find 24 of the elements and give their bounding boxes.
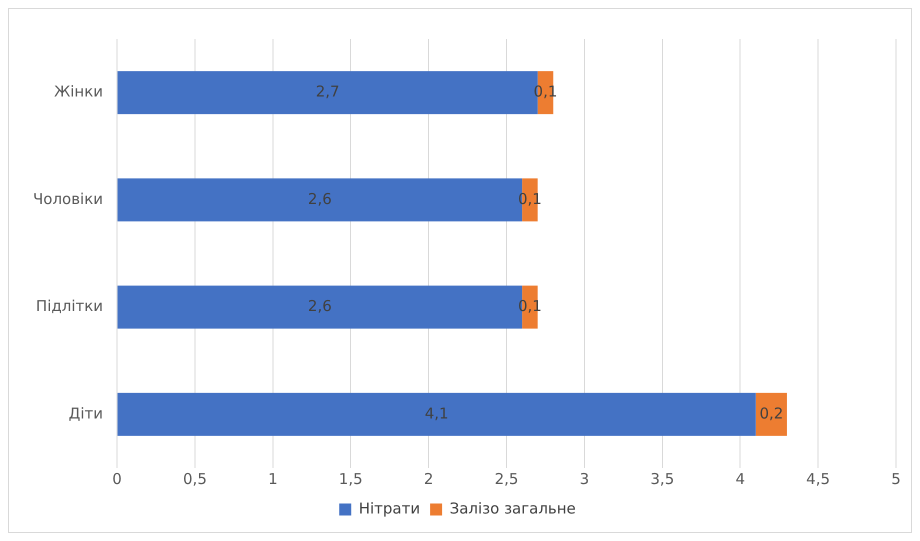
x-tick-label: 3,5 <box>650 470 674 488</box>
bar <box>118 392 756 436</box>
y-tick-label: Жінки <box>54 82 104 101</box>
legend-label: Залізо загальне <box>450 499 576 518</box>
data-label: 2,6 <box>308 190 332 208</box>
x-tick-label: 0,5 <box>183 470 207 488</box>
x-tick-label: 2,5 <box>494 470 518 488</box>
data-label: 4,1 <box>424 404 449 422</box>
x-tick-label: 1 <box>268 470 278 488</box>
x-tick-label: 5 <box>891 470 901 488</box>
x-tick-label: 0 <box>112 470 122 488</box>
legend-label: Нітрати <box>358 499 420 518</box>
data-label: 2,7 <box>316 82 340 101</box>
data-label: 0,2 <box>759 404 784 422</box>
x-tick-label: 1,5 <box>338 470 363 488</box>
x-tick-label: 2 <box>424 470 434 488</box>
data-label: 2,6 <box>308 297 332 316</box>
x-tick-label: 4,5 <box>806 470 830 488</box>
y-tick-label: Підлітки <box>36 297 104 316</box>
y-tick-label: Діти <box>68 404 104 422</box>
bar <box>756 392 787 436</box>
x-tick-label: 3 <box>580 470 590 488</box>
x-tick-label: 4 <box>735 470 745 488</box>
y-tick-label: Чоловіки <box>32 190 104 208</box>
